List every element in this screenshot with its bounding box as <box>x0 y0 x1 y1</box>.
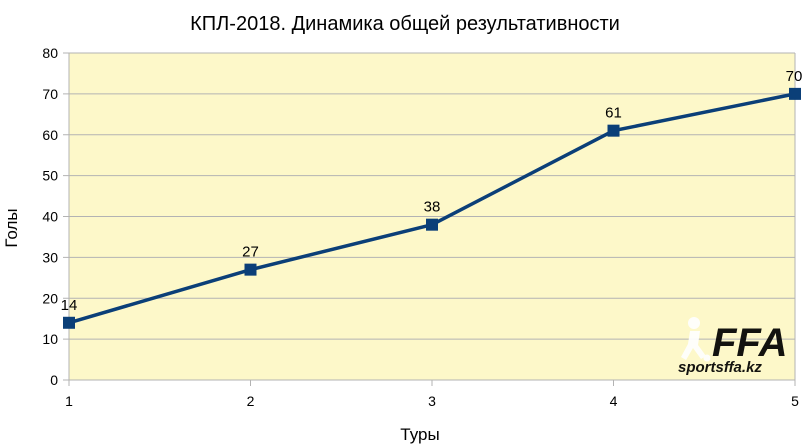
chart-title: КПЛ-2018. Динамика общей результативност… <box>190 13 620 35</box>
y-axis-ticks: 0 10 20 30 40 50 60 70 80 <box>42 45 58 388</box>
y-tick-label: 80 <box>42 45 58 61</box>
ffa-logo-text: FFA <box>712 321 788 365</box>
y-tick-label: 50 <box>42 168 58 184</box>
sportsffa-logo-watermark: FFA sportsffa.kz <box>678 317 788 376</box>
data-label: 61 <box>605 105 622 122</box>
data-labels: 14 27 38 61 70 <box>61 68 803 314</box>
x-tick-label: 3 <box>428 393 436 409</box>
data-label: 70 <box>786 68 803 85</box>
y-tick-label: 20 <box>42 290 58 306</box>
gridlines <box>63 52 796 381</box>
data-markers <box>63 87 801 329</box>
y-tick-label: 0 <box>50 372 58 388</box>
data-point-marker <box>789 87 801 100</box>
footballer-icon <box>681 317 711 362</box>
x-tick-label: 5 <box>791 393 799 409</box>
x-axis-label: Туры <box>400 425 439 444</box>
y-tick-label: 10 <box>42 331 58 347</box>
data-label: 27 <box>242 244 259 261</box>
data-point-marker <box>63 316 75 329</box>
data-point-marker <box>426 218 438 231</box>
site-watermark-text: sportsffa.kz <box>678 359 762 376</box>
y-axis-label: Голы <box>2 208 21 247</box>
data-label: 38 <box>424 199 441 216</box>
y-tick-label: 40 <box>42 209 58 225</box>
y-tick-label: 30 <box>42 249 58 265</box>
x-axis-ticks: 1 2 3 4 5 <box>65 380 799 409</box>
y-tick-label: 70 <box>42 86 58 102</box>
x-tick-label: 4 <box>610 393 618 409</box>
data-point-marker <box>607 124 620 137</box>
data-label: 14 <box>61 297 78 314</box>
y-tick-label: 60 <box>42 127 58 143</box>
data-point-marker <box>244 263 257 276</box>
x-tick-label: 2 <box>247 393 255 409</box>
x-tick-label: 1 <box>65 393 73 409</box>
